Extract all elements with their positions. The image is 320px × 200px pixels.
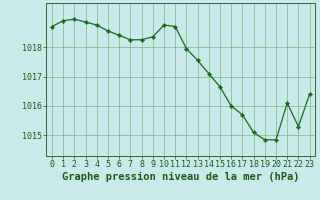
X-axis label: Graphe pression niveau de la mer (hPa): Graphe pression niveau de la mer (hPa) <box>62 172 300 182</box>
